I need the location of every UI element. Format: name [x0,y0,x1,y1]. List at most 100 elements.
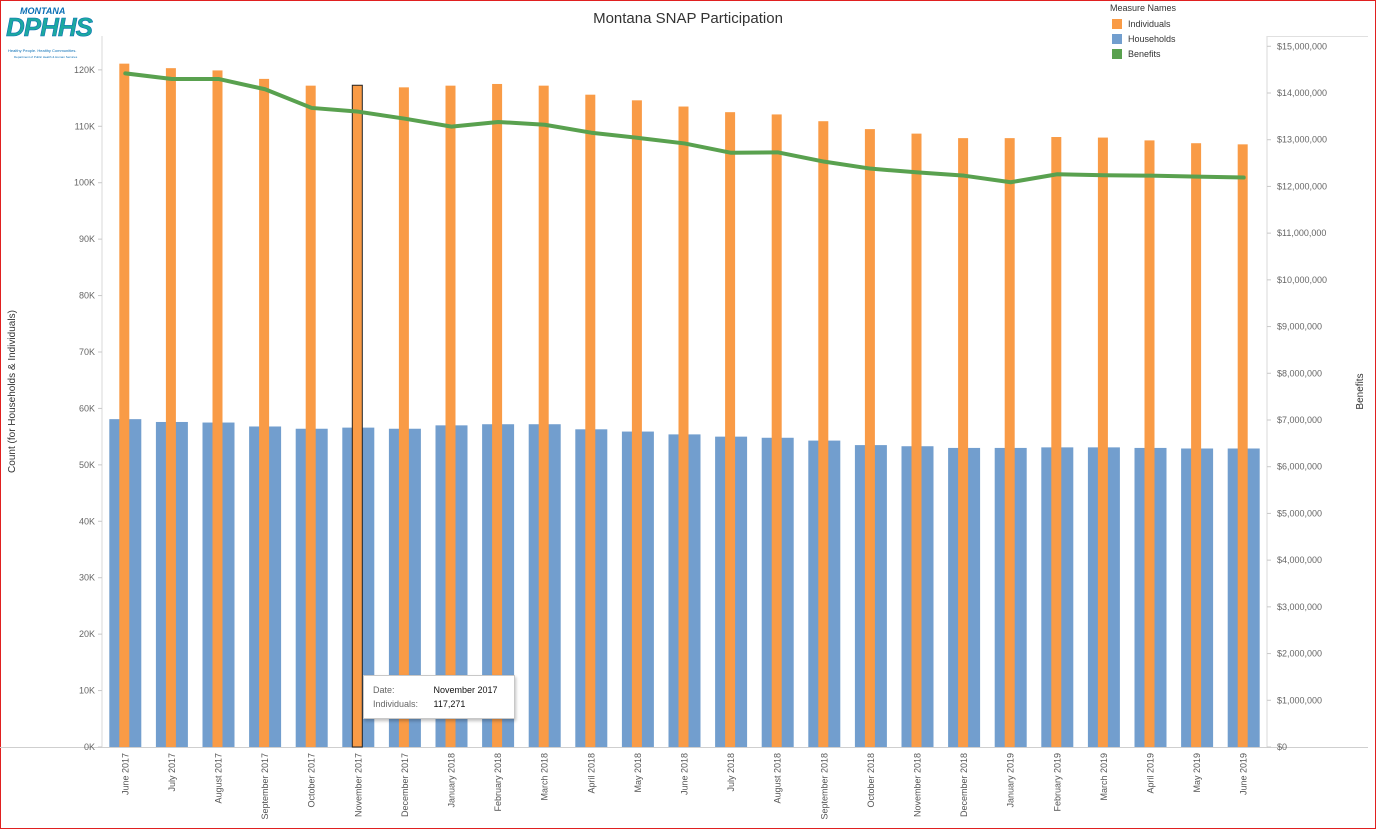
legend-item-individuals[interactable]: Individuals [1110,16,1176,31]
labels: 0K 10K 20K 30K 40K 50K 60K 70K 80K 90K 100K 110K 120… [7,41,1366,819]
y2-tick-label: $1,000,000 [1277,695,1322,705]
x-tick-label: December 2018 [959,753,969,817]
individuals-bar[interactable] [398,87,409,748]
legend-label-households: Households [1128,33,1176,44]
tooltip-individuals-label: Individuals: [373,699,419,709]
legend-item-benefits[interactable]: Benefits [1110,46,1176,61]
x-tick-label: May 2018 [633,753,643,793]
y2-tick-label: $15,000,000 [1277,41,1327,51]
individuals-bar[interactable] [958,138,969,747]
individuals-bar[interactable] [259,78,270,747]
logo-wordmark: DPHHS [6,12,94,43]
y-tick-label: 110K [75,121,95,131]
y2-tick-label: $0 [1277,742,1287,752]
x-tick-label: February 2019 [1052,753,1062,812]
y2-tick-label: $11,000,000 [1277,228,1326,238]
y-tick-label: 80K [79,291,95,301]
individuals-bar[interactable] [771,114,782,747]
logo-tagline: Healthy People. Healthy Communities. [8,48,77,53]
y2-tick-label: $4,000,000 [1277,555,1322,565]
x-tick-label: February 2018 [493,753,503,812]
individuals-bar[interactable] [351,84,363,748]
y-tick-label: 60K [79,403,95,413]
individuals-bar[interactable] [585,94,596,747]
x-tick-label: July 2018 [726,753,736,792]
tooltip-date-label: Date: [373,685,395,695]
legend-label-individuals: Individuals [1128,18,1171,29]
x-tick-label: November 2018 [913,753,923,817]
individuals-bar[interactable] [1051,137,1062,747]
y-tick-label: 120K [74,65,95,75]
x-tick-label: December 2017 [400,753,410,817]
y2-tick-label: $9,000,000 [1277,322,1322,332]
x-tick-label: June 2017 [120,753,130,795]
y-tick-label: 0K [84,742,95,752]
y2-tick-label: $14,000,000 [1277,88,1327,98]
y2-tick-label: $7,000,000 [1277,415,1322,425]
x-tick-label: July 2017 [167,753,177,792]
y-axis-title: Count (for Households & Individuals) [7,310,18,473]
individuals-bar[interactable] [119,63,130,747]
individuals-bar[interactable] [1097,137,1108,748]
legend-swatch-benefits [1112,48,1122,59]
individuals-bar[interactable] [864,129,875,747]
x-tick-label: April 2018 [586,753,596,794]
individuals-bar[interactable] [678,106,689,748]
tooltip-date-value: November 2017 [433,685,498,695]
y-tick-label: 50K [79,460,95,470]
x-tick-label: January 2019 [1006,753,1016,808]
dphhs-logo: MONTANA DPHHS Healthy People. Healthy Co… [6,6,94,64]
legend-label-benefits: Benefits [1128,48,1161,59]
individuals-bar[interactable] [1004,138,1015,747]
x-tick-label: September 2018 [819,753,829,820]
x-tick-label: June 2018 [680,753,690,795]
y2-tick-label: $13,000,000 [1277,135,1327,145]
y2-tick-label: $12,000,000 [1277,181,1327,191]
y-tick-label: 10K [79,686,95,696]
x-tick-label: March 2019 [1099,753,1109,801]
individuals-bar[interactable] [1191,143,1202,747]
y2-tick-label: $6,000,000 [1277,462,1322,472]
tooltip: Date: November 2017 Individuals: 117,271 [363,675,515,719]
x-tick-label: August 2017 [214,753,224,804]
y-tick-label: 30K [79,573,95,583]
individuals-bar[interactable] [212,70,223,747]
y2-axis-title: Benefits [1355,373,1366,409]
y2-tick-label: $10,000,000 [1277,275,1327,285]
bars[interactable] [109,63,1260,748]
individuals-bar[interactable] [492,83,503,747]
legend[interactable]: Measure Names Individuals Households Ben… [1110,3,1176,61]
individuals-bar[interactable] [165,68,176,747]
legend-swatch-households [1112,33,1122,44]
y-tick-label: 20K [79,629,95,639]
chart-title: Montana SNAP Participation [593,10,783,27]
y-tick-label: 90K [79,234,95,244]
x-tick-label: October 2018 [866,753,876,808]
logo-state-text: MONTANA [20,6,66,16]
tooltip-individuals-value: 117,271 [433,699,466,709]
y-tick-label: 70K [79,347,95,357]
legend-swatch-individuals [1112,18,1122,29]
y2-tick-label: $2,000,000 [1277,649,1322,659]
individuals-bar[interactable] [1237,144,1248,748]
logo-department: Department of Public Health & Human Serv… [14,55,78,59]
individuals-bar[interactable] [1144,140,1155,748]
x-tick-label: March 2018 [540,753,550,801]
individuals-bar[interactable] [818,121,829,747]
individuals-bar[interactable] [305,85,316,747]
individuals-bar[interactable] [911,133,922,747]
y-tick-label: 40K [79,516,95,526]
legend-item-households[interactable]: Households [1110,31,1176,46]
individuals-bar[interactable] [725,112,736,747]
x-tick-label: January 2018 [447,753,457,808]
x-tick-label: October 2017 [307,753,317,808]
individuals-bar[interactable] [538,85,549,747]
axes [0,36,1368,748]
y-tick-label: 100K [74,178,95,188]
x-tick-label: June 2019 [1239,753,1249,795]
x-tick-label: November 2017 [353,753,363,817]
individuals-bar[interactable] [631,100,642,748]
legend-title: Measure Names [1110,3,1177,13]
individuals-bar[interactable] [445,85,456,747]
